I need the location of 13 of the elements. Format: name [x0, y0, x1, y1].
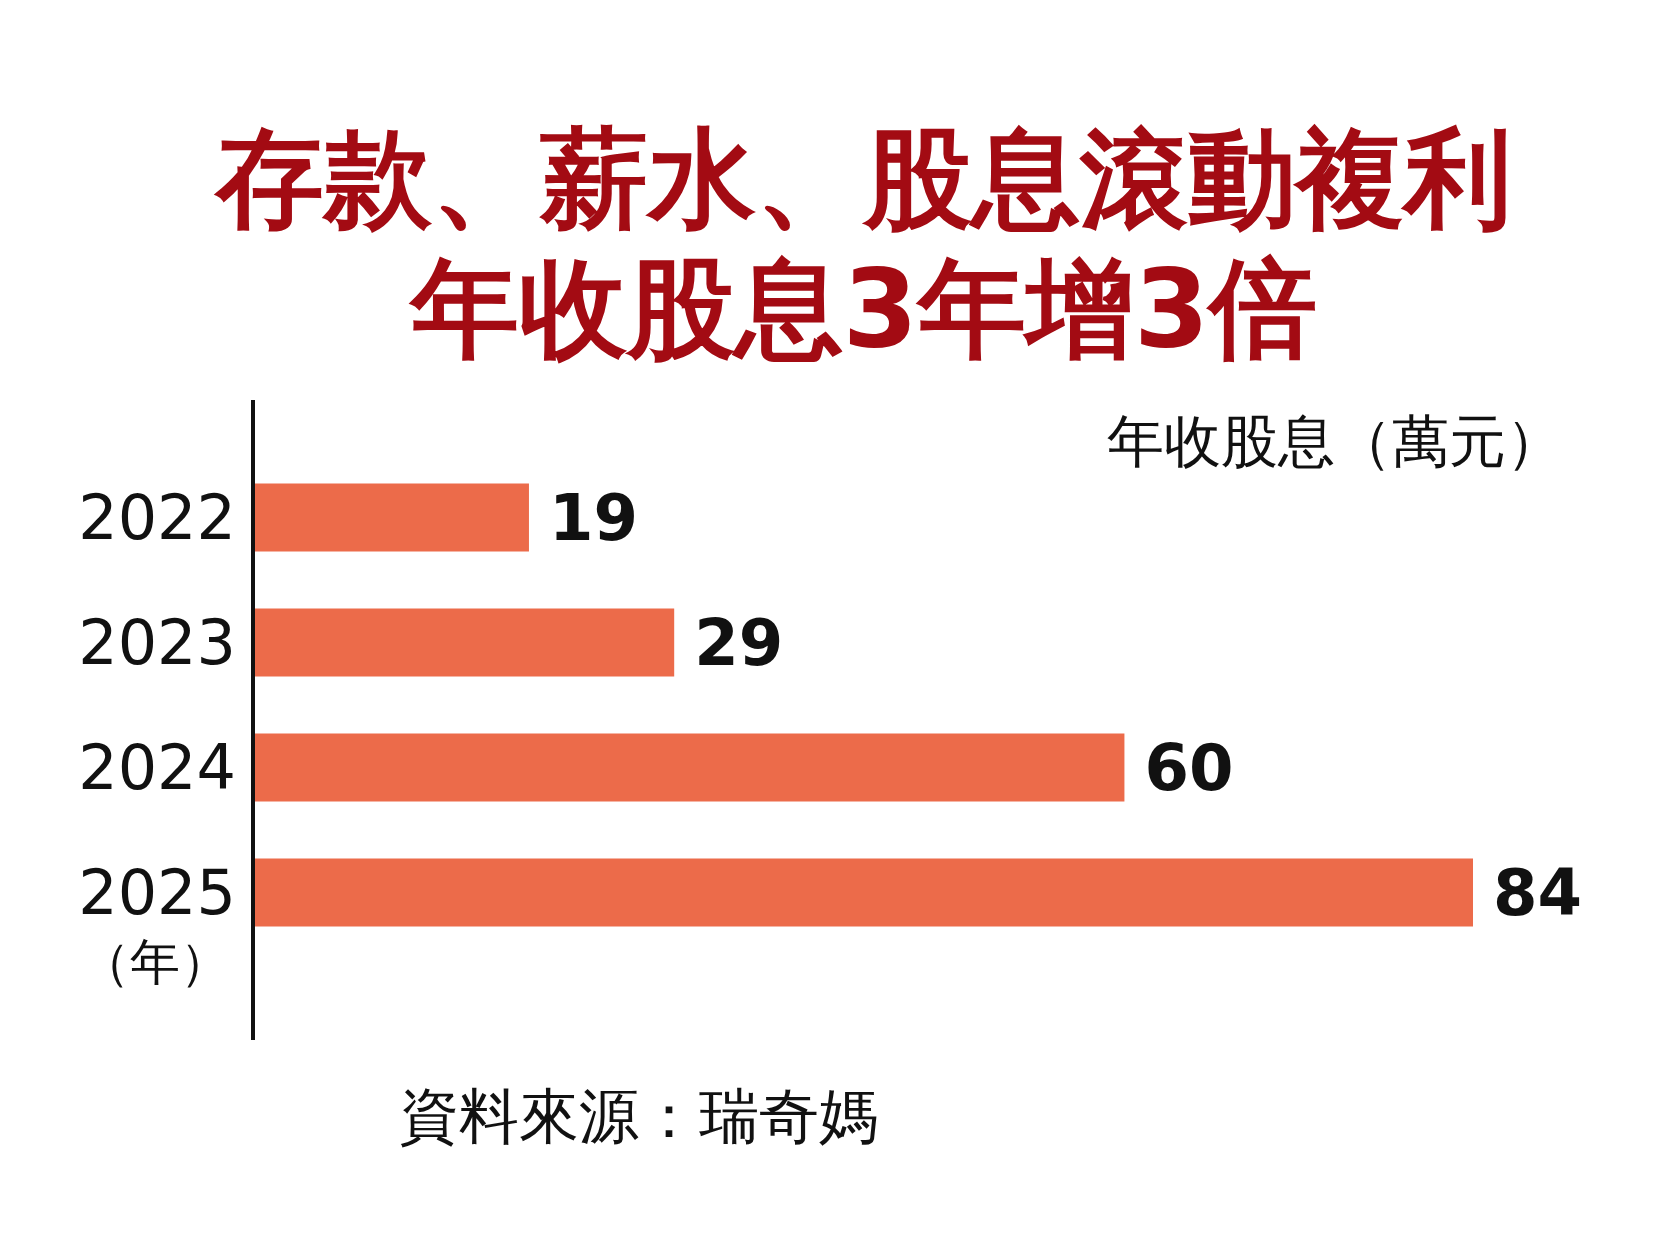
- category-label: 2024: [78, 731, 236, 804]
- data-label: 29: [694, 605, 784, 680]
- data-label: 19: [548, 480, 638, 555]
- data-label: 60: [1144, 730, 1234, 805]
- annotation: 資料來源：瑞奇媽: [399, 1081, 879, 1151]
- category-label: 2025: [78, 856, 236, 929]
- category-label: 2023: [78, 606, 236, 679]
- data-label: 84: [1493, 855, 1583, 930]
- category-label: 2022: [78, 481, 236, 554]
- xlabel: 年收股息（萬元）: [1107, 408, 1563, 474]
- ylabel: （年）: [80, 933, 230, 991]
- title: 存款、薪水、股息滾動複利: [216, 115, 1512, 241]
- subtitle: 年收股息3年增3倍: [410, 245, 1318, 371]
